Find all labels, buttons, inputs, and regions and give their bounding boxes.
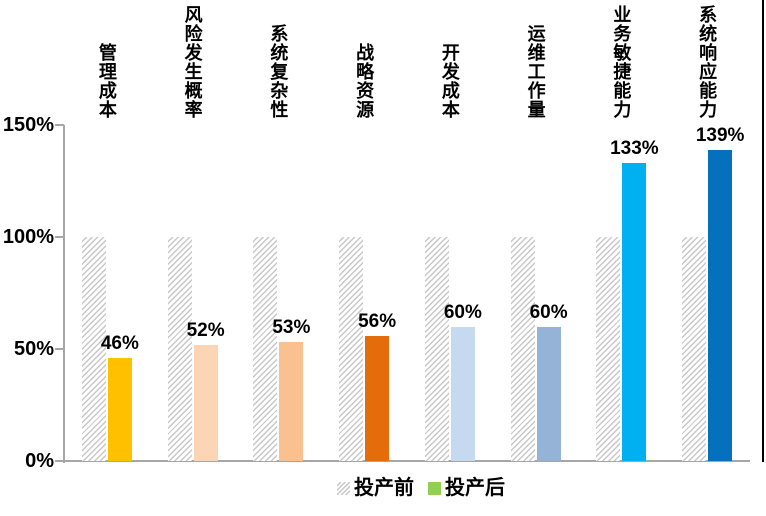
y-axis-line xyxy=(63,125,65,463)
legend-label: 投产后 xyxy=(445,477,505,499)
bar-before-production xyxy=(682,237,707,461)
value-label: 56% xyxy=(358,310,397,332)
legend: 投产前 投产后 xyxy=(337,478,505,498)
right-border-line xyxy=(762,0,764,462)
x-axis-line xyxy=(63,460,750,462)
category-label: 系统复杂性 xyxy=(268,24,289,119)
y-tick-label: 50% xyxy=(13,338,54,360)
legend-swatch-after xyxy=(428,481,441,495)
category-label: 管理成本 xyxy=(96,43,117,119)
legend-swatch-before xyxy=(337,481,350,495)
bar-before-production xyxy=(253,237,278,461)
y-tick-label: 0% xyxy=(25,450,54,472)
bar-after-production xyxy=(708,149,733,461)
y-axis-tick xyxy=(55,460,64,462)
value-label: 53% xyxy=(272,317,311,339)
y-axis-tick xyxy=(55,124,64,126)
category-label: 风险发生概率 xyxy=(182,5,203,119)
bar-before-production xyxy=(510,237,535,461)
bar-before-production xyxy=(339,237,364,461)
bar-before-production xyxy=(596,237,621,461)
bar-before-production xyxy=(167,237,192,461)
legend-label: 投产前 xyxy=(354,477,414,499)
bar-after-production xyxy=(450,326,475,461)
y-axis-tick xyxy=(55,236,64,238)
bar-before-production xyxy=(81,237,106,461)
bar-after-production xyxy=(536,326,561,461)
legend-item: 投产后 xyxy=(428,478,505,498)
category-label: 开发成本 xyxy=(439,43,460,119)
value-label: 52% xyxy=(186,319,225,341)
y-axis-tick xyxy=(55,348,64,350)
bar-after-production xyxy=(193,344,218,461)
bar-after-production xyxy=(107,358,132,461)
value-label: 139% xyxy=(695,124,745,146)
bar-before-production xyxy=(424,237,449,461)
category-label: 运维工作量 xyxy=(525,24,546,119)
category-label: 战略资源 xyxy=(354,43,375,119)
category-label: 系统响应能力 xyxy=(697,5,718,119)
value-label: 60% xyxy=(529,301,568,323)
y-tick-label: 100% xyxy=(2,226,54,248)
bar-after-production xyxy=(365,335,390,461)
bar-after-production xyxy=(622,163,647,461)
legend-item: 投产前 xyxy=(337,478,414,498)
value-label: 60% xyxy=(443,301,482,323)
y-tick-label: 150% xyxy=(2,114,54,136)
value-label: 46% xyxy=(100,333,139,354)
value-label: 133% xyxy=(610,138,659,160)
category-label: 业务敏捷能力 xyxy=(611,5,632,119)
bar-after-production xyxy=(279,342,304,461)
